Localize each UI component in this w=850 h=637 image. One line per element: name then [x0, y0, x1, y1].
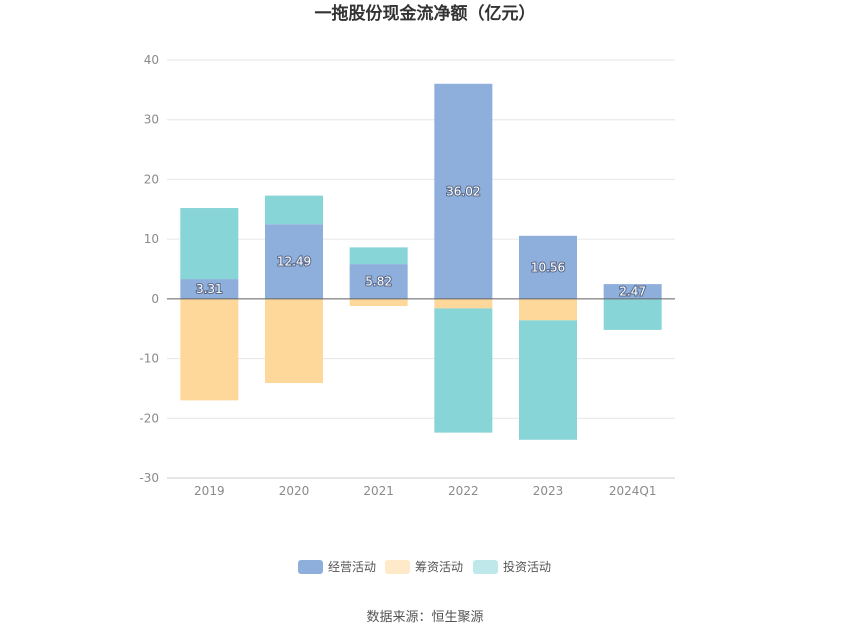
data-label-2024Q1: 2.47	[619, 284, 646, 298]
y-tick-label: 0	[151, 292, 159, 306]
data-label-2022: 36.02	[446, 184, 480, 198]
y-tick-label: 40	[144, 53, 159, 67]
chart-title: 一拖股份现金流净额（亿元）	[315, 3, 536, 24]
bar-2022-1[interactable]	[434, 298, 493, 309]
y-tick-label: 10	[144, 232, 159, 246]
bar-2019-1[interactable]	[180, 298, 239, 401]
bar-2022-0[interactable]	[434, 83, 493, 299]
data-label-2020: 12.49	[277, 255, 311, 269]
bar-2020-2[interactable]	[265, 195, 323, 225]
source-note: 数据来源：恒生聚源	[366, 610, 483, 625]
legend-swatch	[473, 560, 498, 574]
y-tick-label: -20	[139, 411, 159, 425]
data-label-2023: 10.56	[531, 260, 565, 274]
bar-2023-1[interactable]	[519, 298, 577, 321]
y-tick-label: -10	[139, 352, 159, 366]
bar-2019-2[interactable]	[180, 208, 239, 280]
x-tick-label: 2021	[363, 484, 394, 498]
y-axis: 40 30 20 10 0 -10 -20 -30	[139, 53, 159, 485]
bar-2021-1[interactable]	[349, 298, 408, 307]
x-axis: 2019 2020 2021 2022 2023 2024Q1	[167, 477, 675, 498]
legend-swatch	[385, 560, 410, 574]
data-label-2019: 3.31	[196, 282, 223, 296]
bar-2023-2[interactable]	[519, 320, 577, 440]
legend-item-2[interactable]: 投资活动	[473, 559, 551, 574]
bar-2023-0[interactable]	[519, 235, 577, 299]
legend[interactable]: 经营活动 筹资活动 投资活动	[298, 559, 551, 574]
x-tick-label: 2022	[448, 484, 479, 498]
legend-label: 投资活动	[503, 559, 551, 574]
bar-2022-2[interactable]	[434, 308, 493, 433]
legend-item-0[interactable]: 经营活动	[298, 560, 376, 574]
bar-2024Q1-2[interactable]	[603, 298, 662, 330]
y-tick-label: 30	[144, 113, 159, 127]
x-tick-label: 2019	[194, 484, 225, 498]
bar-2020-0[interactable]	[265, 224, 323, 299]
x-tick-label: 2020	[279, 484, 310, 498]
bar-2019-0[interactable]	[180, 279, 239, 299]
y-tick-label: -30	[139, 471, 159, 485]
x-tick-label: 2023	[533, 484, 564, 498]
bar-2021-0[interactable]	[349, 264, 408, 299]
legend-item-1[interactable]: 筹资活动	[385, 560, 463, 574]
bar-2021-2[interactable]	[349, 247, 408, 265]
bar-2020-1[interactable]	[265, 298, 323, 384]
y-tick-label: 20	[144, 172, 159, 186]
legend-label: 经营活动	[328, 560, 376, 574]
data-label-2021: 5.82	[365, 274, 392, 288]
data-labels: 3.31 12.49 5.82 36.02 10.56 2.47	[195, 183, 647, 299]
x-tick-label: 2024Q1	[609, 484, 657, 498]
legend-label: 筹资活动	[415, 560, 463, 574]
bars	[180, 83, 662, 440]
legend-swatch	[298, 560, 323, 574]
grid-lines	[167, 59, 675, 479]
bar-2024Q1-0[interactable]	[603, 284, 662, 299]
